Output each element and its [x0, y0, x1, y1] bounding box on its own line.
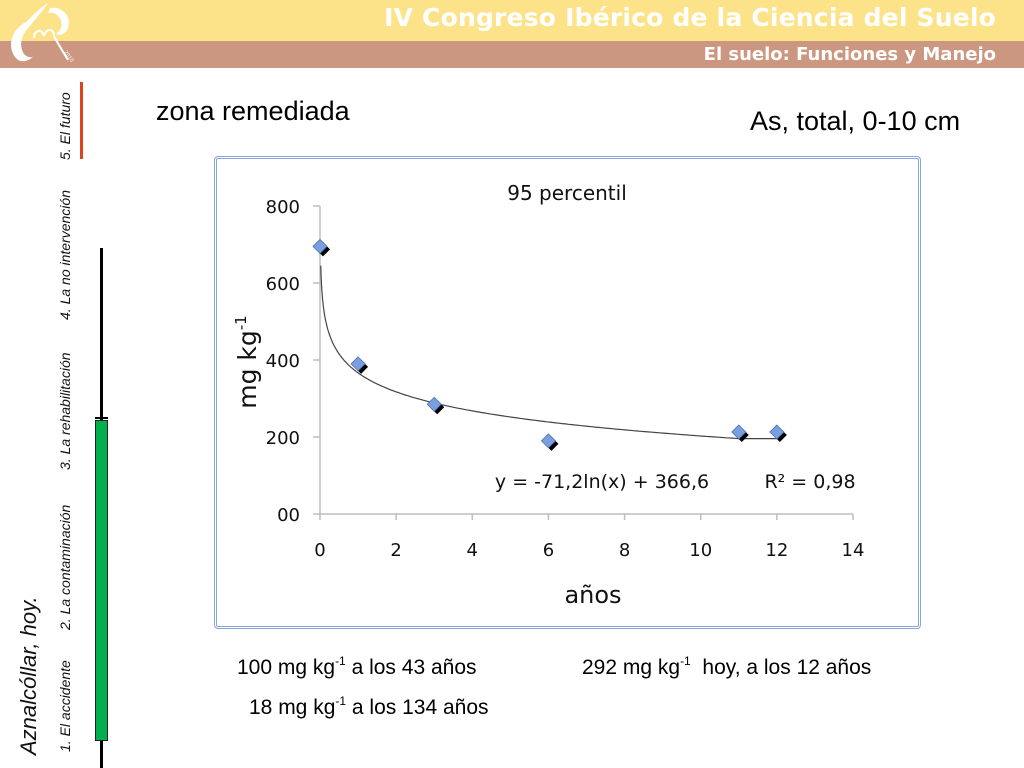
y-tick-label: 600: [266, 274, 300, 295]
x-tick-label: 10: [689, 540, 712, 561]
note-100-rest: a los 43 años: [345, 656, 477, 679]
y-tick-label: 00: [277, 505, 300, 526]
congress-logo-icon: 2010: [11, 3, 75, 64]
timeline-active-bar: [95, 420, 108, 741]
chart-frame: [214, 156, 921, 629]
note-100-mg: 100 mg kg-1 a los 43 años: [237, 654, 477, 680]
zone-heading: zona remediada: [156, 96, 350, 126]
note-18-sup: -1: [335, 694, 347, 708]
trendline-equation: y = -71,2ln(x) + 366,6: [495, 471, 709, 493]
note-292-mg: 292 mg kg-1 hoy, a los 12 años: [582, 654, 872, 680]
variable-heading: As, total, 0-10 cm: [750, 106, 961, 136]
x-tick-label: 6: [543, 540, 554, 561]
x-tick-label: 14: [842, 540, 865, 561]
header-bottom-band: [0, 41, 1024, 68]
y-tick-label: 200: [266, 428, 300, 449]
note-18-mg: 18 mg kg-1 a los 134 años: [249, 694, 489, 720]
data-point: [731, 424, 747, 440]
header-top-band: [0, 0, 1024, 41]
x-tick-label: 2: [390, 540, 401, 561]
trendline: [320, 265, 777, 440]
x-tick-label: 4: [467, 540, 478, 561]
conference-subtitle: El suelo: Funciones y Manejo: [703, 44, 996, 65]
data-point: [540, 433, 556, 449]
x-axis-label: años: [564, 581, 621, 609]
data-point: [350, 356, 366, 372]
data-point: [769, 424, 785, 440]
r-squared-label: R² = 0,98: [764, 471, 855, 493]
data-point: [426, 396, 442, 412]
timeline-future-bar: [80, 82, 83, 159]
x-tick-label: 8: [619, 540, 630, 561]
x-tick-label: 0: [314, 540, 325, 561]
y-axis-label: mg kg-1: [232, 315, 262, 408]
note-18-rest: a los 134 años: [346, 696, 489, 719]
data-point: [312, 238, 328, 254]
note-100-sup: -1: [335, 654, 346, 668]
y-tick-label: 400: [266, 351, 300, 372]
note-292-rest: hoy, a los 12 años: [690, 656, 872, 679]
y-axis-label-text: mg kg: [233, 330, 262, 409]
x-tick-label: 12: [765, 540, 788, 561]
note-292-sup: -1: [680, 654, 691, 668]
note-100-value: 100 mg kg: [237, 656, 336, 679]
note-292-value: 292 mg kg: [582, 656, 681, 679]
y-axis-label-sup: -1: [232, 315, 250, 330]
y-tick-label: 800: [266, 197, 300, 218]
chart-title: 95 percentil: [507, 181, 627, 205]
timeline-tick: [95, 417, 108, 419]
conference-title: IV Congreso Ibérico de la Ciencia del Su…: [384, 3, 996, 32]
note-18-value: 18 mg kg: [249, 696, 336, 719]
